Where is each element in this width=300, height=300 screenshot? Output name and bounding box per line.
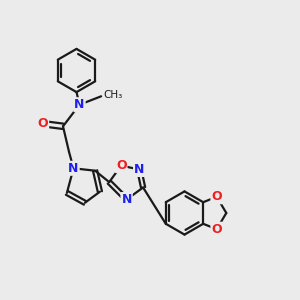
- Text: CH₃: CH₃: [103, 90, 123, 100]
- Text: O: O: [38, 117, 48, 130]
- Text: O: O: [212, 223, 222, 236]
- Text: N: N: [134, 163, 144, 176]
- Text: N: N: [74, 98, 85, 111]
- Text: N: N: [68, 162, 79, 175]
- Text: N: N: [122, 193, 132, 206]
- Text: O: O: [116, 159, 127, 172]
- Text: O: O: [212, 190, 222, 203]
